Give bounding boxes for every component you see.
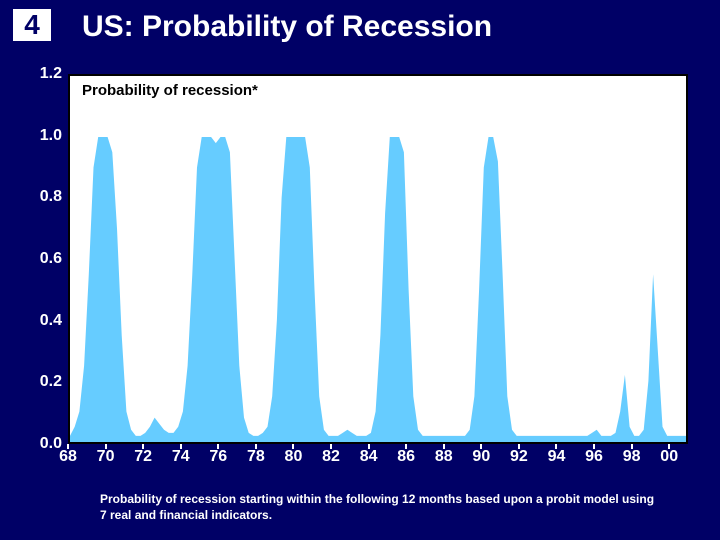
x-tick-label: 82: [322, 448, 340, 466]
footnote: Probability of recession starting within…: [100, 492, 660, 523]
x-tick-mark: [518, 444, 520, 449]
y-tick-label: 0.0: [10, 435, 62, 453]
x-tick-mark: [480, 444, 482, 449]
y-tick-label: 0.2: [10, 373, 62, 391]
x-tick-mark: [405, 444, 407, 449]
x-tick-label: 80: [285, 448, 303, 466]
x-tick-label: 72: [134, 448, 152, 466]
y-tick-label: 0.6: [10, 250, 62, 268]
x-tick-label: 98: [623, 448, 641, 466]
y-tick-label: 0.4: [10, 312, 62, 330]
x-tick-label: 92: [510, 448, 528, 466]
x-tick-mark: [631, 444, 633, 449]
area-series: [70, 76, 686, 442]
x-tick-mark: [255, 444, 257, 449]
x-tick-mark: [668, 444, 670, 449]
x-tick-mark: [105, 444, 107, 449]
chart: 0.0 0.2 0.4 0.6 0.8 1.0 1.2 Probability of rec…: [10, 60, 710, 480]
x-tick-mark: [593, 444, 595, 449]
x-tick-label: 76: [209, 448, 227, 466]
x-tick-mark: [142, 444, 144, 449]
x-tick-label: 88: [435, 448, 453, 466]
plot-area: [68, 74, 688, 444]
x-tick-label: 68: [59, 448, 77, 466]
x-tick-label: 86: [397, 448, 415, 466]
x-tick-mark: [330, 444, 332, 449]
x-tick-label: 70: [97, 448, 115, 466]
x-tick-label: 90: [472, 448, 490, 466]
y-tick-label: 0.8: [10, 188, 62, 206]
x-tick-label: 94: [548, 448, 566, 466]
x-tick-mark: [555, 444, 557, 449]
x-tick-label: 74: [172, 448, 190, 466]
y-tick-label: 1.0: [10, 127, 62, 145]
x-tick-mark: [180, 444, 182, 449]
chart-series-label-box: Probability of recession*: [76, 80, 264, 102]
x-tick-mark: [368, 444, 370, 449]
x-tick-label: 00: [660, 448, 678, 466]
x-tick-mark: [292, 444, 294, 449]
x-tick-label: 78: [247, 448, 265, 466]
x-tick-mark: [67, 444, 69, 449]
x-tick-mark: [443, 444, 445, 449]
y-tick-label: 1.2: [10, 65, 62, 83]
x-tick-label: 96: [585, 448, 603, 466]
slide-number: 4: [24, 9, 40, 41]
slide-number-box: 4: [10, 6, 54, 44]
x-tick-label: 84: [360, 448, 378, 466]
chart-series-label: Probability of recession*: [82, 82, 258, 99]
x-tick-mark: [217, 444, 219, 449]
page-title: US: Probability of Recession: [82, 10, 492, 44]
